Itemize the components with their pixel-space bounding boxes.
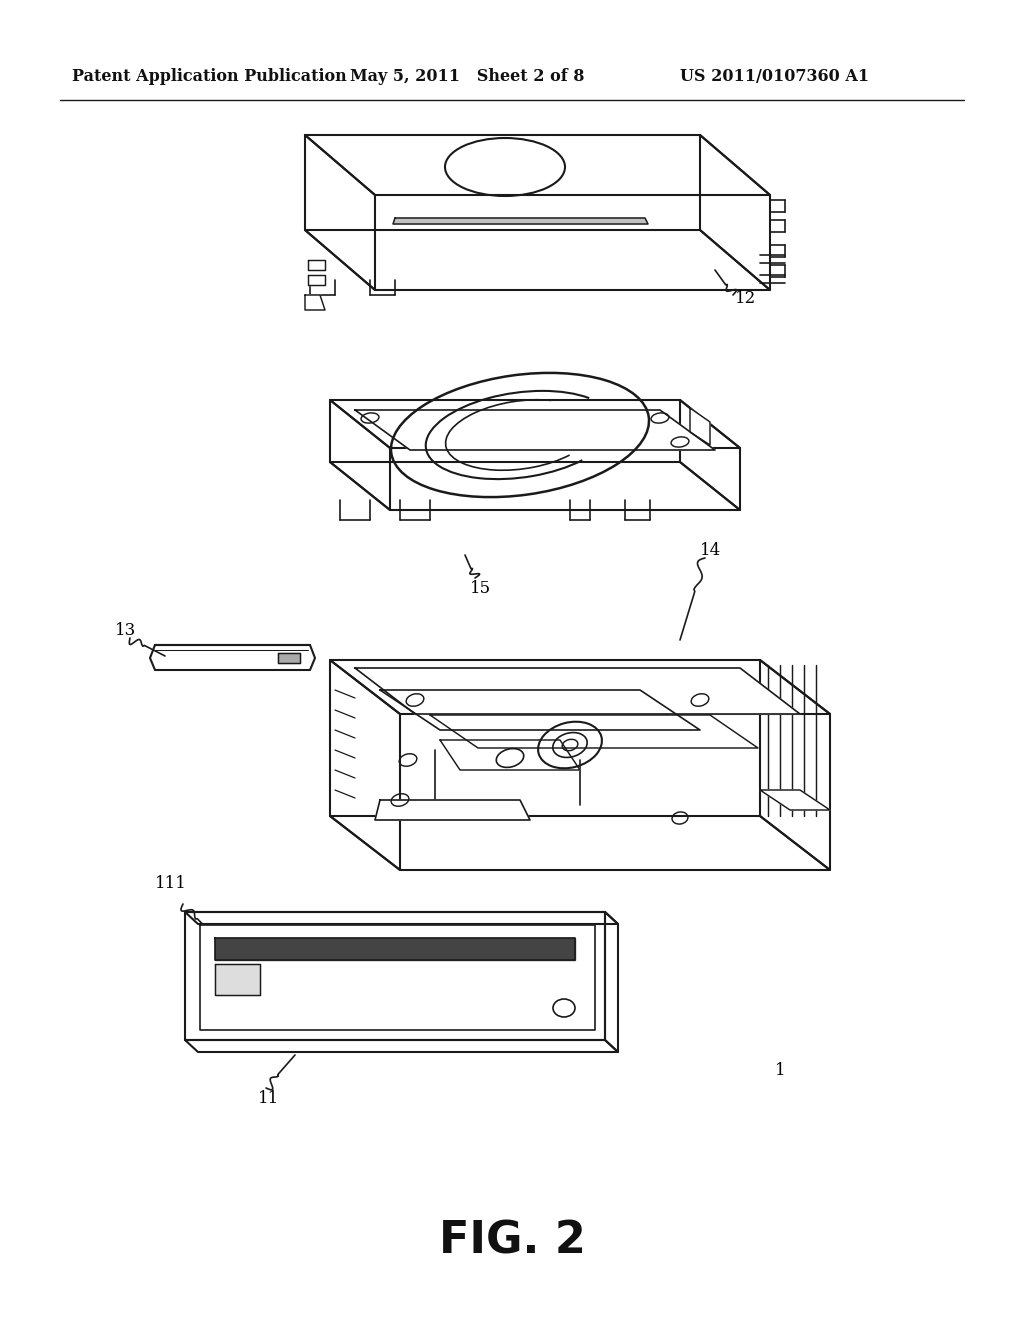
Polygon shape [215,939,575,960]
Polygon shape [308,260,325,271]
Text: 13: 13 [115,622,136,639]
Polygon shape [430,715,758,748]
Polygon shape [330,400,390,510]
Polygon shape [330,400,740,447]
Polygon shape [185,1040,618,1052]
Text: 15: 15 [470,579,492,597]
Polygon shape [330,660,830,714]
Polygon shape [700,135,770,290]
Text: 12: 12 [735,290,757,308]
Polygon shape [305,135,375,290]
Polygon shape [355,668,800,714]
Polygon shape [355,411,715,450]
Polygon shape [150,645,315,671]
Polygon shape [690,408,710,445]
Polygon shape [330,816,830,870]
Polygon shape [185,912,618,924]
Polygon shape [305,294,325,310]
Polygon shape [215,964,260,995]
Polygon shape [308,275,325,285]
Text: US 2011/0107360 A1: US 2011/0107360 A1 [680,69,869,84]
Polygon shape [380,690,700,730]
Polygon shape [393,218,648,224]
Text: FIG. 2: FIG. 2 [438,1220,586,1263]
Text: 1: 1 [775,1063,785,1078]
Polygon shape [200,925,595,1030]
Polygon shape [305,230,770,290]
Text: 14: 14 [700,543,721,558]
Polygon shape [760,660,830,870]
Polygon shape [680,400,740,510]
Polygon shape [278,653,300,663]
Polygon shape [185,912,605,1040]
Polygon shape [330,660,400,870]
Polygon shape [440,741,580,770]
Polygon shape [305,135,770,195]
Polygon shape [330,462,740,510]
Text: 111: 111 [155,875,186,892]
Polygon shape [375,800,530,820]
Text: 11: 11 [258,1090,280,1107]
Text: May 5, 2011   Sheet 2 of 8: May 5, 2011 Sheet 2 of 8 [350,69,585,84]
Text: Patent Application Publication: Patent Application Publication [72,69,347,84]
Polygon shape [760,789,830,810]
Polygon shape [605,912,618,1052]
